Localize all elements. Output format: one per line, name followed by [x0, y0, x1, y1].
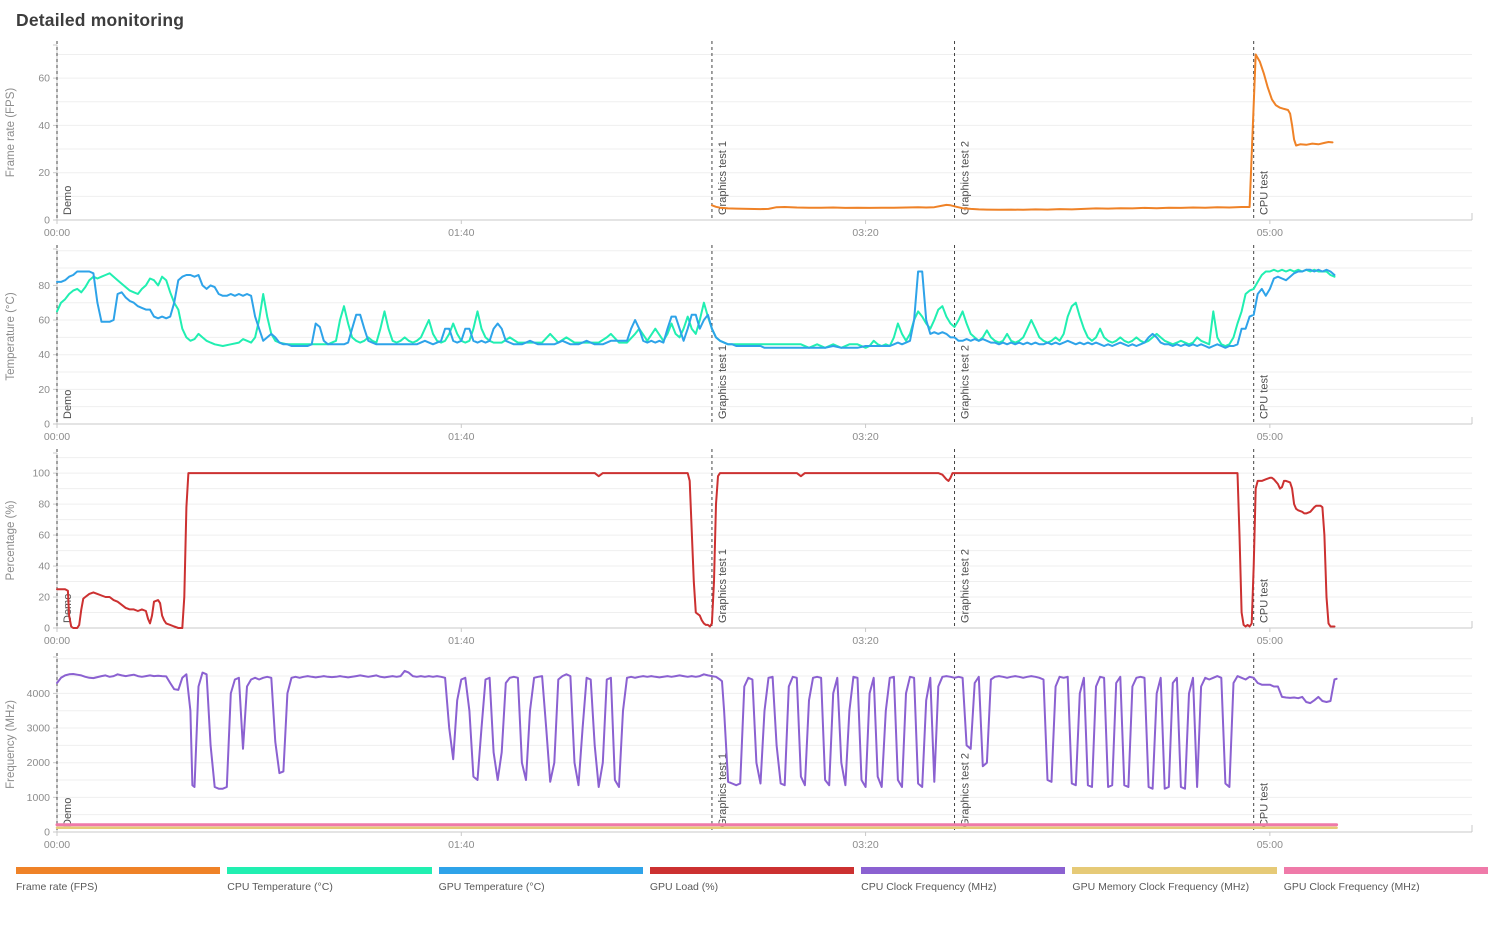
x-tick-label: 05:00	[1257, 227, 1283, 239]
legend-label: GPU Clock Frequency (MHz)	[1283, 881, 1420, 893]
y-axis-title: Percentage (%)	[5, 500, 17, 580]
legend-label: CPU Clock Frequency (MHz)	[861, 881, 997, 893]
x-tick-label: 01:40	[448, 227, 474, 239]
legend-item-cpu-clock-frequency-mhz: CPU Clock Frequency (MHz)	[861, 867, 1066, 893]
y-tick-label: 80	[38, 280, 50, 292]
series-gpu-load	[56, 472, 1336, 629]
y-tick-label: 0	[44, 419, 50, 431]
legend-swatch	[438, 867, 643, 874]
phase-marker-label: CPU test	[1259, 579, 1271, 623]
phase-marker-label: CPU test	[1259, 375, 1271, 419]
chart-frame-rate[interactable]: 0 20 40 60 Frame rate (FPS) 00:00 01:40 03:20 05…	[0, 37, 1505, 241]
y-tick-label: 40	[38, 120, 50, 132]
y-tick-label: 4000	[27, 688, 51, 700]
x-tick-label: 05:00	[1257, 431, 1283, 443]
y-tick-label: 2000	[27, 757, 51, 769]
phase-marker-label: Graphics test 2	[960, 549, 972, 623]
x-tick-label: 03:20	[852, 839, 878, 851]
y-tick-label: 0	[44, 623, 50, 635]
phase-marker-label: Demo	[62, 798, 74, 827]
legend-item-gpu-load: GPU Load (%)	[649, 867, 855, 893]
x-tick-label: 01:40	[448, 839, 474, 851]
y-tick-label: 1000	[27, 792, 51, 804]
y-axis-title: Temperature (°C)	[5, 292, 17, 380]
legend-swatch	[861, 867, 1066, 874]
legend-item-frame-rate-fps: Frame rate (FPS)	[16, 867, 221, 893]
chart-canvas[interactable]: 0 20 40 60 Frame rate (FPS) 00:00 01:40 03:20 05…	[0, 37, 1505, 241]
phase-marker-label: Demo	[62, 186, 74, 215]
y-tick-label: 60	[38, 315, 50, 327]
y-tick-label: 0	[44, 215, 50, 227]
x-tick-label: 05:00	[1257, 635, 1283, 647]
series-gpu-temperature-c	[56, 268, 1336, 349]
chart-canvas[interactable]: 0 1000 2000 3000 4000 Frequency (MHz) 00:00 01:…	[0, 649, 1505, 853]
x-tick-label: 01:40	[448, 635, 474, 647]
phase-marker-label: Graphics test 1	[717, 141, 729, 215]
phase-marker-label: CPU test	[1259, 171, 1271, 215]
x-tick-label: 03:20	[852, 227, 878, 239]
legend-label: Frame rate (FPS)	[16, 881, 98, 893]
y-tick-label: 20	[38, 592, 50, 604]
y-tick-label: 0	[44, 827, 50, 839]
phase-marker-label: Graphics test 1	[717, 753, 729, 827]
chart-canvas[interactable]: 0 20 40 60 80 Temperature (°C) 00:00 01:40 03:20…	[0, 241, 1505, 445]
legend-swatch	[1072, 867, 1277, 874]
y-tick-label: 40	[38, 561, 50, 573]
chart-canvas[interactable]: 0 20 40 60 80 100 Percentage (%) 00:00 01:40 03:2…	[0, 445, 1505, 649]
y-axis-title: Frame rate (FPS)	[5, 88, 17, 178]
chart-legend: Frame rate (FPS) CPU Temperature (°C) GPU …	[0, 853, 1505, 893]
y-tick-label: 60	[38, 530, 50, 542]
y-tick-label: 20	[38, 384, 50, 396]
x-tick-label: 05:00	[1257, 839, 1283, 851]
y-tick-label: 100	[32, 468, 50, 480]
legend-label: CPU Temperature (°C)	[227, 881, 333, 893]
legend-item-gpu-clock-frequency-mhz: GPU Clock Frequency (MHz)	[1283, 867, 1488, 893]
legend-label: GPU Memory Clock Frequency (MHz)	[1072, 881, 1250, 893]
x-tick-label: 03:20	[852, 431, 878, 443]
series-frame-rate-fps	[710, 53, 1334, 211]
chart-frequency[interactable]: 0 1000 2000 3000 4000 Frequency (MHz) 00:00 01:…	[0, 649, 1505, 853]
legend-label: GPU Temperature (°C)	[438, 881, 545, 893]
phase-marker-label: CPU test	[1259, 783, 1271, 827]
legend-label: GPU Load (%)	[649, 881, 719, 893]
series-cpu-clock-frequency-mhz	[56, 669, 1338, 790]
page-title: Detailed monitoring	[16, 10, 185, 30]
chart-percentage[interactable]: 0 20 40 60 80 100 Percentage (%) 00:00 01:40 03:2…	[0, 445, 1505, 649]
y-tick-label: 40	[38, 349, 50, 361]
y-axis-title: Frequency (MHz)	[5, 700, 17, 789]
phase-marker-label: Graphics test 1	[717, 345, 729, 419]
x-tick-label: 00:00	[44, 839, 70, 851]
x-tick-label: 00:00	[44, 635, 70, 647]
phase-marker-label: Graphics test 2	[960, 345, 972, 419]
series-cpu-temperature-c	[56, 268, 1336, 349]
phase-marker-label: Graphics test 2	[960, 753, 972, 827]
y-tick-label: 20	[38, 167, 50, 179]
legend-swatch	[16, 867, 221, 874]
chart-temperature[interactable]: 0 20 40 60 80 Temperature (°C) 00:00 01:40 03:20…	[0, 241, 1505, 445]
legend-swatch	[649, 867, 855, 874]
x-tick-label: 01:40	[448, 431, 474, 443]
y-tick-label: 60	[38, 73, 50, 85]
x-tick-label: 03:20	[852, 635, 878, 647]
legend-swatch	[227, 867, 432, 874]
x-tick-label: 00:00	[44, 431, 70, 443]
phase-marker-label: Graphics test 2	[960, 141, 972, 215]
y-tick-label: 80	[38, 499, 50, 511]
phase-marker-label: Demo	[62, 390, 74, 419]
y-tick-label: 3000	[27, 723, 51, 735]
legend-item-gpu-temperature-c: GPU Temperature (°C)	[438, 867, 643, 893]
monitoring-charts: 0 20 40 60 Frame rate (FPS) 00:00 01:40 03:20 05…	[0, 37, 1505, 853]
x-tick-label: 00:00	[44, 227, 70, 239]
legend-item-cpu-temperature-c: CPU Temperature (°C)	[227, 867, 432, 893]
page-header: Detailed monitoring	[0, 0, 1505, 37]
phase-marker-label: Graphics test 1	[717, 549, 729, 623]
legend-item-gpu-memory-clock-frequency-mhz: GPU Memory Clock Frequency (MHz)	[1072, 867, 1277, 893]
legend-swatch	[1283, 867, 1488, 874]
